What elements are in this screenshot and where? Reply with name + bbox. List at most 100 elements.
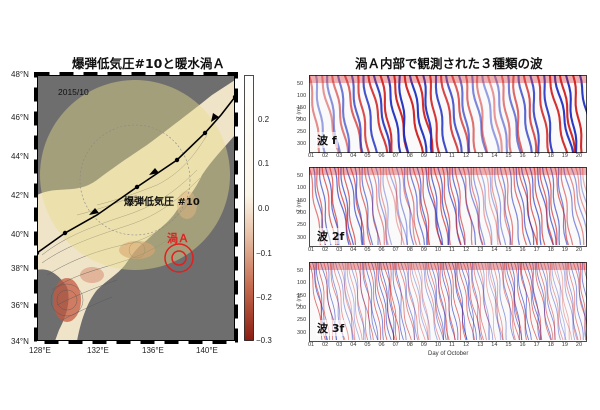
wave-stripe <box>429 262 444 341</box>
wave-stripe <box>563 167 582 246</box>
wave-stripe <box>346 262 361 341</box>
wave-stripe <box>434 75 448 153</box>
lat-tick: 48°N <box>11 70 29 79</box>
wave-stripe <box>337 262 356 341</box>
cyclone-track <box>37 96 235 254</box>
day-tick: 12 <box>463 247 470 253</box>
wave-stripe <box>367 75 389 153</box>
wave-stripe <box>358 167 372 246</box>
wave-stripe <box>336 75 351 153</box>
wave-stripe <box>564 262 578 341</box>
wave-stripe <box>421 262 438 341</box>
wave-stripe <box>536 262 552 341</box>
wave-stripe <box>349 167 365 246</box>
eddy-label: 渦Ａ <box>167 232 189 245</box>
depth-tick: 200 <box>297 305 307 312</box>
wave-stripe <box>500 75 512 153</box>
wave-stripe <box>549 262 564 341</box>
wave-stripe <box>444 262 459 341</box>
wave-stripe <box>418 262 430 341</box>
wave-stripe <box>450 75 470 153</box>
lat-tick: 40°N <box>11 230 29 239</box>
lat-tick: 44°N <box>11 152 29 161</box>
lon-tick: 128°E <box>29 346 51 355</box>
wave-stripe <box>522 75 538 153</box>
day-tick: 02 <box>322 342 329 348</box>
wave-panel-3f <box>309 262 587 342</box>
wave-stripe <box>337 167 352 246</box>
wave-stripe <box>551 262 567 341</box>
wave-stripe <box>510 262 521 341</box>
wave-stripe <box>436 262 447 341</box>
wave-stripe <box>362 75 378 153</box>
wave-stripe <box>331 75 350 153</box>
wave-stripe <box>456 262 468 341</box>
wave-stripe <box>566 262 579 341</box>
day-tick: 05 <box>364 342 371 348</box>
wave-stripe <box>349 262 366 341</box>
wave-stripe <box>517 75 533 153</box>
colorbar-tick: 0.0 <box>258 204 270 213</box>
wave-stripe <box>379 167 389 246</box>
wave-stripe <box>444 75 463 153</box>
wave-stripe <box>486 262 504 341</box>
colorbar-tick: −0.2 <box>256 293 272 302</box>
day-tick: 20 <box>575 153 583 159</box>
wave-stripe <box>545 167 558 246</box>
depth-tick: 100 <box>297 93 307 99</box>
wave-stripe <box>386 75 402 153</box>
depth-tick: 100 <box>297 280 307 287</box>
wave-stripe <box>370 262 384 341</box>
wave-stripe <box>491 167 502 246</box>
wave-stripe <box>382 167 393 246</box>
cyclone-label: 爆弾低気圧 #10 <box>124 197 200 208</box>
day-tick: 02 <box>322 247 329 253</box>
day-tick: 18 <box>547 342 554 348</box>
depth-tick: 250 <box>297 317 307 324</box>
wave-stripe <box>334 262 353 341</box>
wave-stripe <box>426 262 444 341</box>
wave-stripe <box>575 167 587 221</box>
lon-tick: 136°E <box>142 346 164 355</box>
wave-stripe <box>391 167 403 246</box>
wave-stripe <box>528 262 543 341</box>
wave-stripe <box>433 167 449 246</box>
wave-stripe <box>441 262 456 341</box>
day-tick: 08 <box>406 153 413 159</box>
wave-stripe <box>344 262 356 341</box>
wave-stripe <box>398 75 410 153</box>
eddy-a-ring-outer <box>164 243 194 273</box>
day-tick: 07 <box>392 247 399 253</box>
wave-stripe <box>566 167 585 246</box>
wave-stripe <box>546 262 561 341</box>
day-tick: 06 <box>378 247 385 253</box>
day-tick: 17 <box>533 247 540 253</box>
track-arrows <box>89 113 219 215</box>
wave-stripe <box>554 262 566 341</box>
wave-stripe <box>524 167 538 246</box>
depth-tick: 50 <box>297 268 304 274</box>
wave-stripe <box>572 75 583 153</box>
wave-stripe <box>380 262 395 341</box>
depth-tick: 50 <box>297 173 304 179</box>
panel-label-2f: 波 2f <box>316 228 346 244</box>
colorbar-tick: 0.2 <box>258 115 270 124</box>
day-tick: 17 <box>533 342 540 348</box>
lat-tick: 46°N <box>11 113 29 122</box>
wave-stripe <box>495 262 507 341</box>
wave-stripe <box>553 75 575 153</box>
wave-stripe <box>466 262 474 341</box>
x-axis-label: Day of October <box>428 351 469 357</box>
wave-stripe <box>572 262 587 329</box>
day-tick: 15 <box>505 247 512 253</box>
wave-stripe <box>492 262 503 341</box>
wave-stripe <box>539 167 554 246</box>
depth-tick: 200 <box>297 117 307 123</box>
lat-tick: 42°N <box>11 191 29 200</box>
wave-stripe <box>449 167 462 246</box>
wave-stripe <box>487 167 502 246</box>
wave-stripe <box>499 167 511 246</box>
wave-stripe <box>350 75 364 153</box>
wave-stripe <box>395 262 407 341</box>
wave-stripe <box>536 167 554 246</box>
